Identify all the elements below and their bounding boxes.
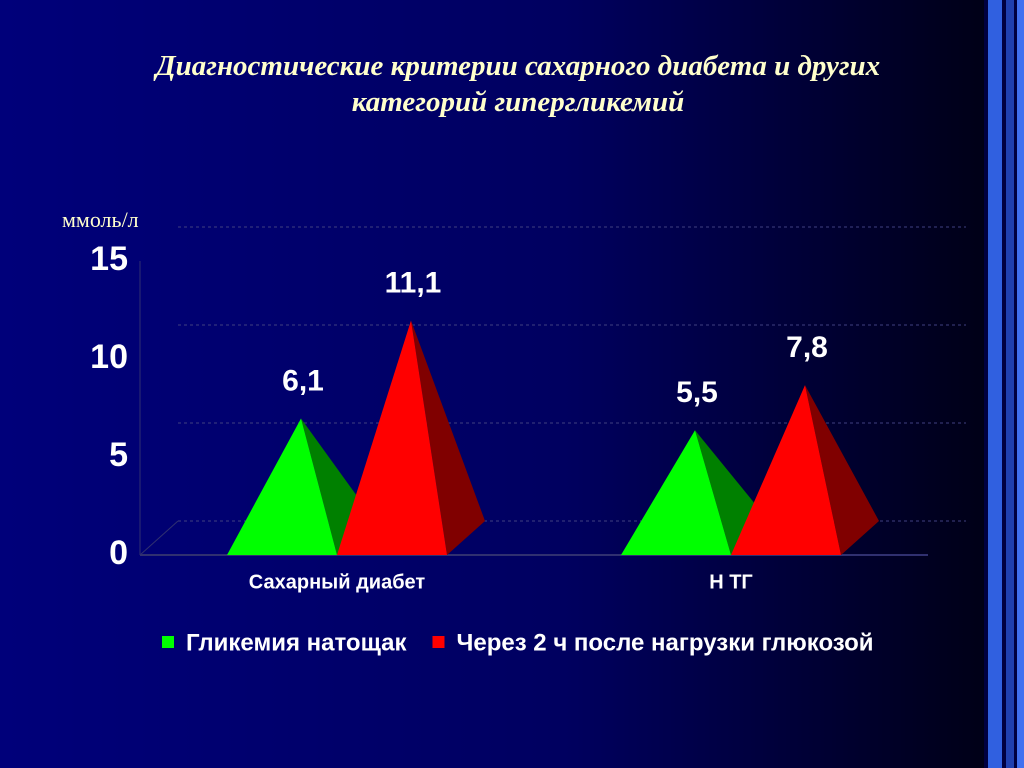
- y-tick-label: 15: [90, 240, 128, 278]
- data-label: 5,5: [676, 376, 718, 409]
- legend-label: Гликемия натощак: [186, 629, 407, 656]
- pyramid: [337, 320, 447, 555]
- y-tick-label: 10: [90, 338, 128, 376]
- pyramid: [621, 430, 731, 555]
- y-tick-label: 5: [109, 436, 128, 474]
- side-stripe: [984, 0, 1024, 768]
- data-label: 6,1: [282, 364, 324, 397]
- pyramid: [731, 385, 841, 555]
- legend-label: Через 2 ч после нагрузки глюкозой: [456, 629, 873, 656]
- y-axis-label: ммоль/л: [62, 207, 139, 232]
- legend-marker: [432, 636, 445, 648]
- x-tick-label: Н ТГ: [709, 571, 753, 593]
- x-tick-label: Сахарный диабет: [249, 571, 426, 593]
- axis-line: [139, 520, 179, 556]
- legend-marker: [162, 636, 174, 648]
- data-label: 7,8: [786, 331, 828, 364]
- chart-title: Диагностические критерии сахарного диабе…: [155, 50, 881, 118]
- pyramid-side: [805, 385, 879, 555]
- data-label: 11,1: [385, 266, 442, 299]
- pyramid: [227, 418, 337, 555]
- pyramid-side: [411, 320, 485, 555]
- y-tick-label: 0: [109, 534, 128, 572]
